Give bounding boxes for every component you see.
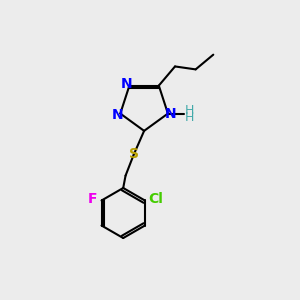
Text: S: S [129, 147, 139, 161]
Text: N: N [164, 106, 176, 121]
Text: F: F [88, 192, 98, 206]
Text: N: N [121, 77, 133, 91]
Text: N: N [112, 108, 124, 122]
Text: H: H [185, 103, 194, 116]
Text: Cl: Cl [148, 192, 164, 206]
Text: H: H [185, 111, 194, 124]
